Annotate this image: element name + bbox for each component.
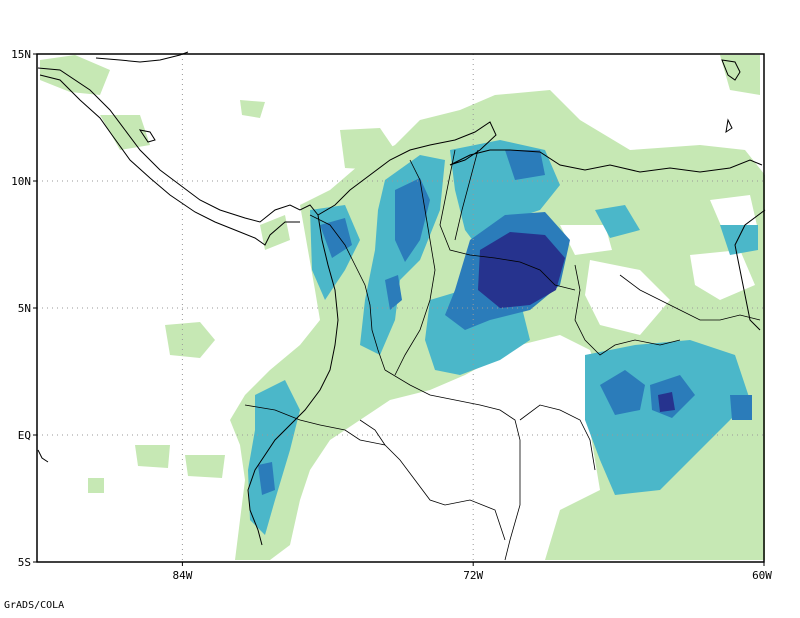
country-borders (244, 149, 761, 561)
shaded-field (40, 55, 765, 560)
lon-tick-label: 72W (463, 569, 483, 582)
lat-tick-label: 5N (18, 302, 31, 315)
axis-ticks (33, 53, 765, 566)
lon-tick-label: 84W (172, 569, 192, 582)
lat-tick-label: 10N (11, 175, 31, 188)
graticule (37, 54, 764, 562)
latitude-tick-labels: 15N 10N 5N EQ 5S (11, 48, 31, 569)
credit-label: GrADS/COLA (4, 600, 65, 611)
lat-tick-label: 15N (11, 48, 31, 61)
longitude-tick-labels: 84W 72W 60W (172, 569, 772, 582)
lon-tick-label: 60W (752, 569, 772, 582)
lat-tick-label: 5S (18, 556, 31, 569)
coastlines (37, 51, 766, 546)
lat-tick-label: EQ (18, 429, 31, 442)
